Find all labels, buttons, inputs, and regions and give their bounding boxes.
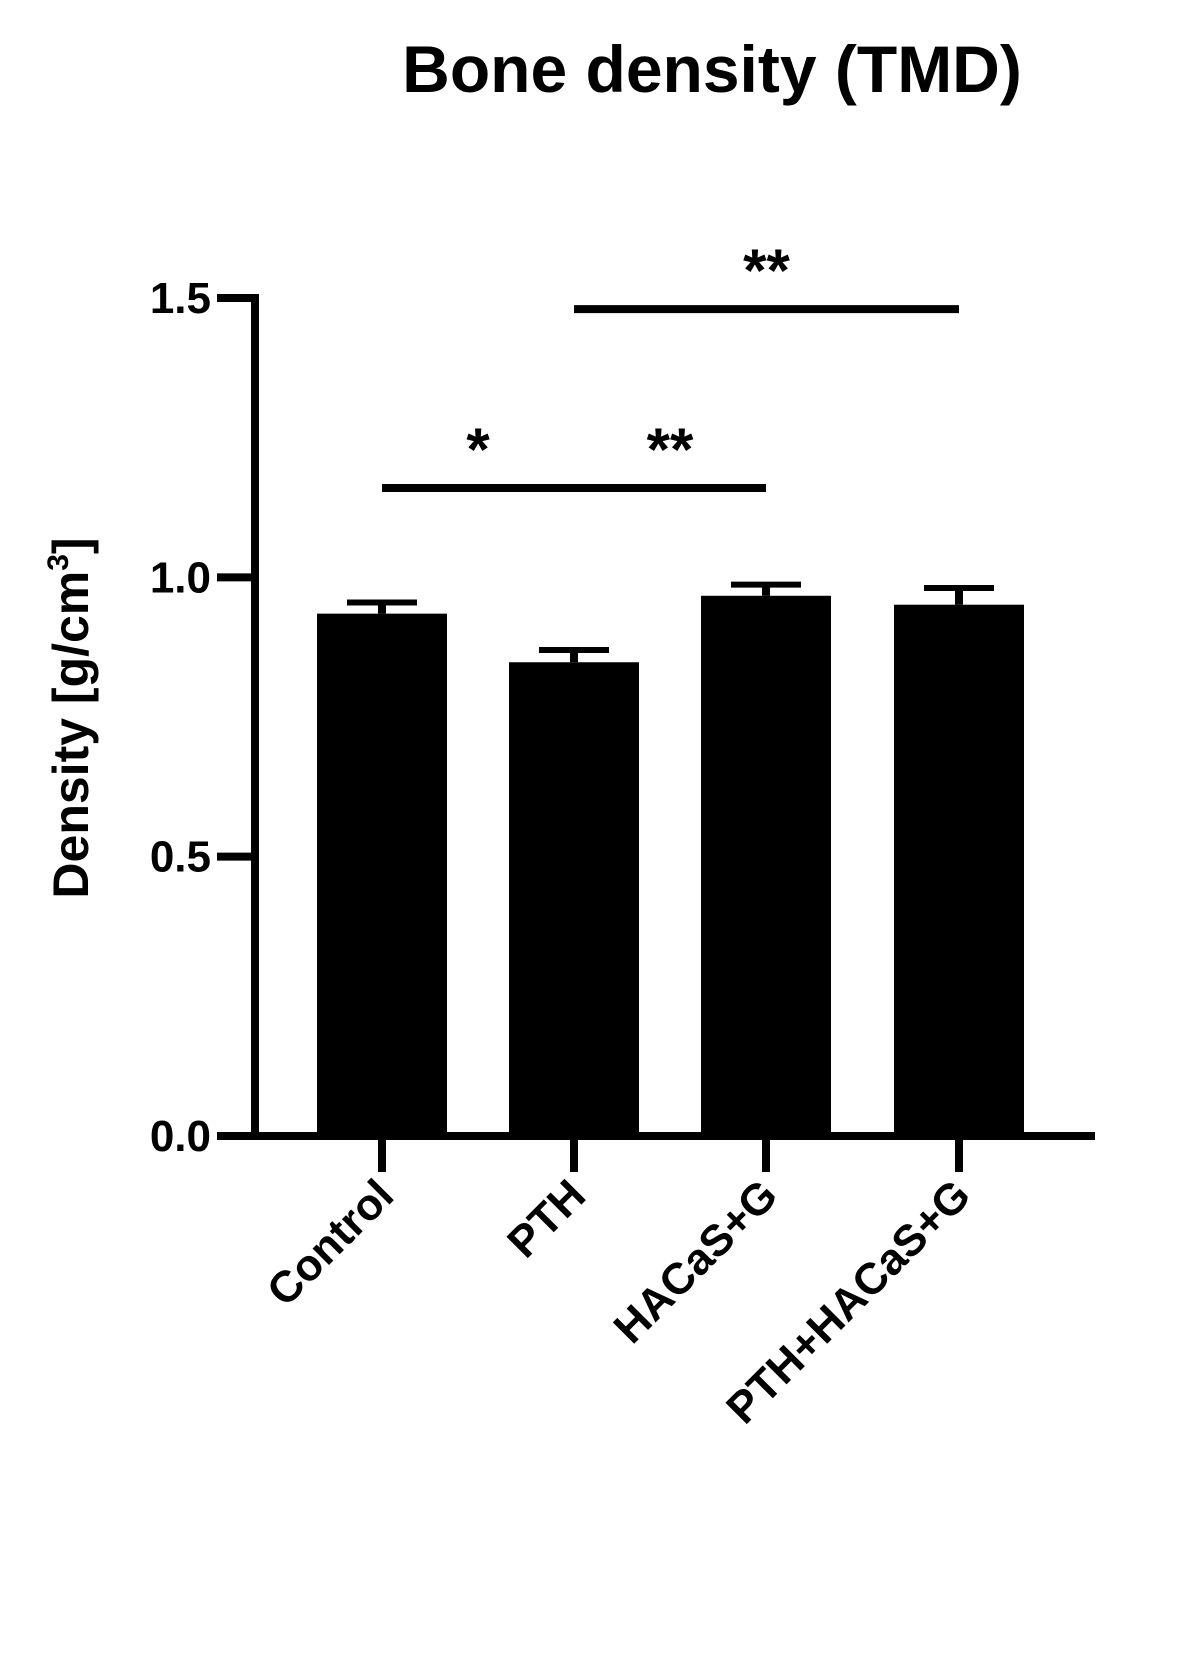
y-tick-label: 1.5 — [150, 274, 211, 323]
bar — [317, 613, 447, 1136]
bar — [894, 604, 1024, 1136]
y-axis-label: Density [g/cm3] — [42, 537, 99, 898]
significance-label: ** — [647, 416, 694, 483]
bar — [509, 662, 639, 1136]
x-category-label: PTH — [498, 1170, 595, 1267]
y-axis-label-close: ] — [43, 537, 99, 554]
chart-title: Bone density (TMD) — [402, 32, 1022, 106]
significance-label: ** — [743, 237, 790, 304]
bar — [701, 595, 831, 1136]
significance-label: * — [466, 416, 490, 483]
x-category-label: HACaS+G — [605, 1170, 787, 1352]
y-tick-label: 0.5 — [150, 833, 211, 882]
y-axis-label-main: Density [g/cm — [43, 571, 99, 899]
y-axis-label-superscript: 3 — [42, 554, 75, 571]
y-tick-label: 0.0 — [150, 1112, 211, 1161]
x-category-label: Control — [258, 1170, 403, 1315]
y-tick-label: 1.0 — [150, 553, 211, 602]
